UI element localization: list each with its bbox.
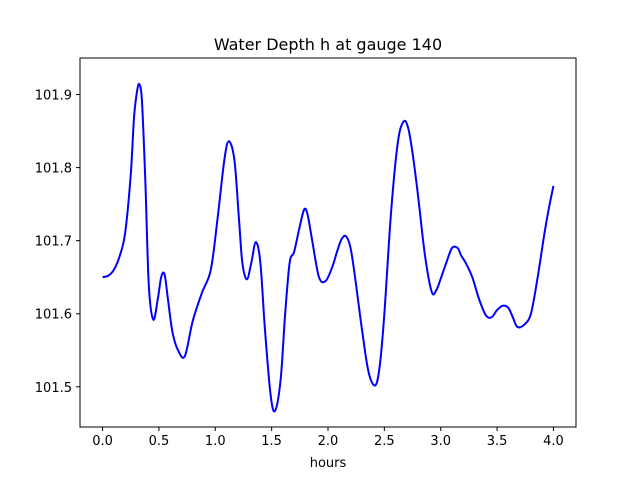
- series-line: [102, 82, 555, 413]
- x-tick-label: 4.0: [543, 434, 564, 449]
- y-tick-label: 101.6: [35, 308, 72, 323]
- x-tick-label: 3.0: [430, 434, 451, 449]
- x-tick-label: 3.5: [487, 434, 508, 449]
- y-tick-label: 101.5: [35, 381, 72, 396]
- y-tick-label: 101.7: [35, 235, 72, 250]
- x-tick-label: 0.5: [149, 434, 170, 449]
- x-tick-label: 1.0: [205, 434, 226, 449]
- x-axis-label: hours: [310, 456, 347, 471]
- chart-title: Water Depth h at gauge 140: [214, 35, 442, 54]
- x-tick-label: 2.5: [374, 434, 395, 449]
- x-tick-label: 1.5: [261, 434, 282, 449]
- y-axis-ticks: 101.5 101.6 101.7 101.8 101.9: [35, 89, 80, 396]
- x-tick-label: 0.0: [92, 434, 113, 449]
- x-tick-label: 2.0: [318, 434, 339, 449]
- axes-frame: [79, 57, 577, 428]
- y-tick-label: 101.8: [35, 162, 72, 177]
- y-tick-label: 101.9: [35, 89, 72, 104]
- x-axis-ticks: 0.0 0.5 1.0 1.5 2.0 2.5 3.0 3.5 4.0: [92, 427, 564, 449]
